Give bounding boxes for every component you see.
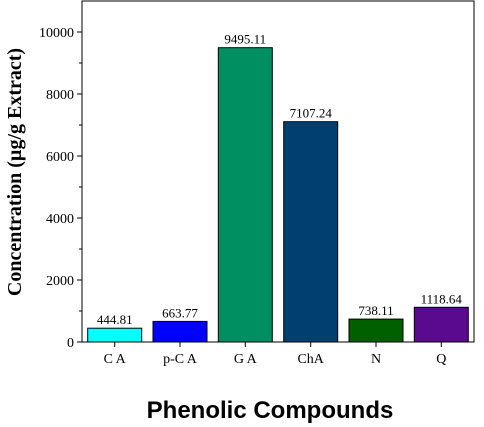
x-axis-title: Phenolic Compounds bbox=[147, 397, 394, 424]
y-tick-label-1: 0 bbox=[67, 336, 74, 351]
x-tick-label-6: Q bbox=[436, 352, 446, 367]
data-label-4: 7107.24 bbox=[290, 106, 333, 121]
bar-6 bbox=[413, 306, 469, 343]
x-tick-label-5: N bbox=[371, 352, 381, 367]
data-label-3: 9495.11 bbox=[224, 32, 266, 47]
y-tick-label-6: 10000 bbox=[39, 26, 74, 41]
x-tick-label-1: C A bbox=[104, 352, 127, 367]
axes-layer: C A p-C A G A ChA N Q 0 2000 4000 6000 8000 10000 bbox=[39, 0, 475, 367]
bar-2 bbox=[152, 320, 208, 343]
data-label-1: 444.81 bbox=[97, 312, 133, 327]
x-tick-label-2: p-C A bbox=[163, 352, 198, 367]
data-labels-layer: 444.81 663.77 9495.11 7107.24 738.11 1118.64 bbox=[97, 32, 463, 328]
data-label-2: 663.77 bbox=[162, 305, 198, 320]
plot-frame bbox=[81, 0, 475, 343]
data-label-5: 738.11 bbox=[358, 303, 393, 318]
y-tick-label-5: 8000 bbox=[46, 88, 74, 103]
bar-3 bbox=[217, 47, 273, 343]
y-tick-label-4: 6000 bbox=[46, 150, 74, 165]
y-tick-label-2: 2000 bbox=[46, 274, 74, 289]
bar-5 bbox=[348, 318, 404, 343]
bars-layer bbox=[87, 47, 469, 343]
x-tick-label-4: ChA bbox=[297, 352, 324, 367]
bar-1 bbox=[87, 327, 143, 343]
data-label-6: 1118.64 bbox=[421, 291, 463, 306]
y-tick-label-3: 4000 bbox=[46, 212, 74, 227]
bar-4 bbox=[283, 121, 339, 343]
x-tick-label-3: G A bbox=[234, 352, 258, 367]
y-axis-title: Concentration (µg/g Extract) bbox=[4, 48, 26, 296]
